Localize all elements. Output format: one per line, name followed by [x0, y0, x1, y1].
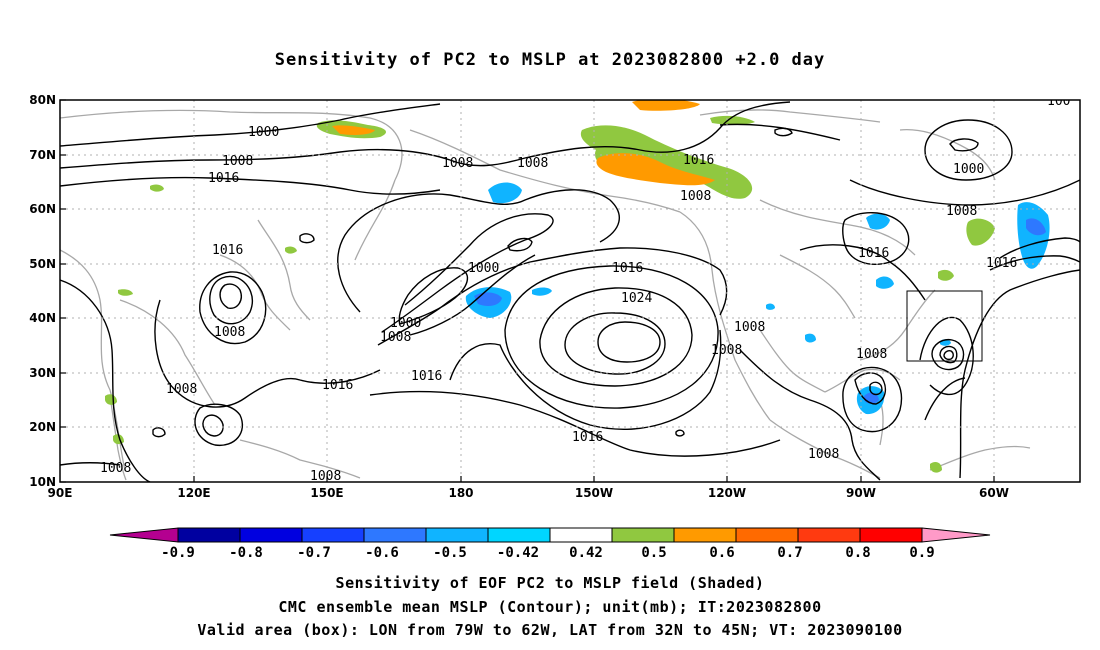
contour-label: 1000 — [468, 261, 499, 276]
lat-label: 50N — [29, 257, 56, 271]
lat-label: 80N — [29, 93, 56, 107]
colorbar-label: 0.42 — [569, 545, 603, 561]
caption-line-2: CMC ensemble mean MSLP (Contour); unit(m… — [278, 598, 822, 616]
contour-label: 1008 — [946, 204, 977, 219]
contour-label: 1016 — [986, 256, 1017, 271]
colorbar-label: 0.7 — [777, 545, 802, 561]
lat-label: 70N — [29, 148, 56, 162]
contour-label: 1016 — [322, 378, 353, 393]
mslp-contours — [60, 101, 1080, 482]
lon-label: 120W — [708, 486, 746, 500]
map-plot-area: 1000 1008 1016 1008 1016 1008 1008 1016 … — [60, 94, 1080, 484]
contour-label: 1008 — [856, 347, 887, 362]
lon-labels: 90E 120E 150E 180 150W 120W 90W 60W — [48, 486, 1009, 500]
caption-line-3: Valid area (box): LON from 79W to 62W, L… — [197, 621, 903, 639]
lat-labels: 80N 70N 60N 50N 40N 30N 20N 10N — [29, 93, 56, 489]
contour-label: 1016 — [683, 153, 714, 168]
colorbar-label: -0.42 — [497, 545, 539, 561]
lat-label: 10N — [29, 475, 56, 489]
graticule — [60, 100, 1080, 482]
contour-label: 1008 — [680, 189, 711, 204]
colorbar-label: -0.6 — [365, 545, 399, 561]
lon-label: 90W — [846, 486, 876, 500]
colorbar-label: -0.9 — [161, 545, 195, 561]
caption-line-1: Sensitivity of EOF PC2 to MSLP field (Sh… — [335, 574, 765, 592]
contour-label: 1008 — [310, 469, 341, 484]
colorbar-cell — [239, 527, 303, 543]
contour-label: 1000 — [953, 162, 984, 177]
lon-label: 90E — [48, 486, 73, 500]
colorbar-cell — [735, 527, 799, 543]
colorbar-label: 0.9 — [909, 545, 934, 561]
lon-label: 150E — [310, 486, 343, 500]
contour-label: 1008 — [808, 447, 839, 462]
lat-label: 30N — [29, 366, 56, 380]
axis-ticks — [60, 99, 995, 483]
colorbar-label: 0.6 — [709, 545, 734, 561]
contour-label: 1008 — [214, 325, 245, 340]
contour-label: 1008 — [222, 154, 253, 169]
lon-label: 150W — [575, 486, 613, 500]
colorbar-cell — [487, 527, 551, 543]
lon-label: 120E — [177, 486, 210, 500]
lon-label: 180 — [448, 486, 473, 500]
colorbar-label: 0.5 — [641, 545, 666, 561]
lat-label: 20N — [29, 420, 56, 434]
contour-label: 1000 — [248, 125, 279, 140]
colorbar-cell — [425, 527, 489, 543]
colorbar-cell — [611, 527, 675, 543]
contour-label: 1008 — [100, 461, 131, 476]
sensitivity-shading — [105, 100, 1050, 473]
lon-label: 60W — [979, 486, 1009, 500]
contour-label: 1008 — [734, 320, 765, 335]
colorbar: -0.9 -0.8 -0.7 -0.6 -0.5 -0.42 0.42 0.5 … — [109, 527, 991, 561]
colorbar-cell — [363, 527, 427, 543]
contour-labels: 1000 1008 1016 1008 1016 1008 1008 1016 … — [100, 94, 1070, 484]
lat-label: 60N — [29, 202, 56, 216]
colorbar-label: 0.8 — [845, 545, 870, 561]
colorbar-cells — [177, 527, 923, 543]
contour-label: 1008 — [166, 382, 197, 397]
contour-label: 1016 — [411, 369, 442, 384]
contour-label: 1000 — [390, 316, 421, 331]
map-frame — [59, 99, 1081, 483]
contour-label: 100 — [1047, 94, 1070, 109]
contour-label: 1008 — [517, 156, 548, 171]
contour-label: 1016 — [612, 261, 643, 276]
colorbar-cell — [177, 527, 241, 543]
contour-label: 1016 — [208, 171, 239, 186]
contour-label: 1008 — [442, 156, 473, 171]
lat-label: 40N — [29, 311, 56, 325]
contour-label: 1024 — [621, 291, 652, 306]
contour-label: 1008 — [711, 343, 742, 358]
colorbar-labels: -0.9 -0.8 -0.7 -0.6 -0.5 -0.42 0.42 0.5 … — [161, 545, 935, 561]
colorbar-label: -0.5 — [433, 545, 467, 561]
contour-label: 1016 — [212, 243, 243, 258]
colorbar-label: -0.7 — [297, 545, 331, 561]
colorbar-cell — [301, 527, 365, 543]
colorbar-right-arrow — [921, 527, 991, 543]
valid-area-box — [906, 290, 983, 362]
colorbar-cell — [673, 527, 737, 543]
contour-label: 1008 — [380, 330, 411, 345]
map-title: Sensitivity of PC2 to MSLP at 2023082800… — [274, 50, 826, 70]
colorbar-cell — [797, 527, 861, 543]
colorbar-left-arrow — [109, 527, 179, 543]
colorbar-cell — [859, 527, 923, 543]
colorbar-cell — [549, 527, 613, 543]
contour-label: 1016 — [858, 246, 889, 261]
colorbar-label: -0.8 — [229, 545, 263, 561]
contour-label: 1016 — [572, 430, 603, 445]
